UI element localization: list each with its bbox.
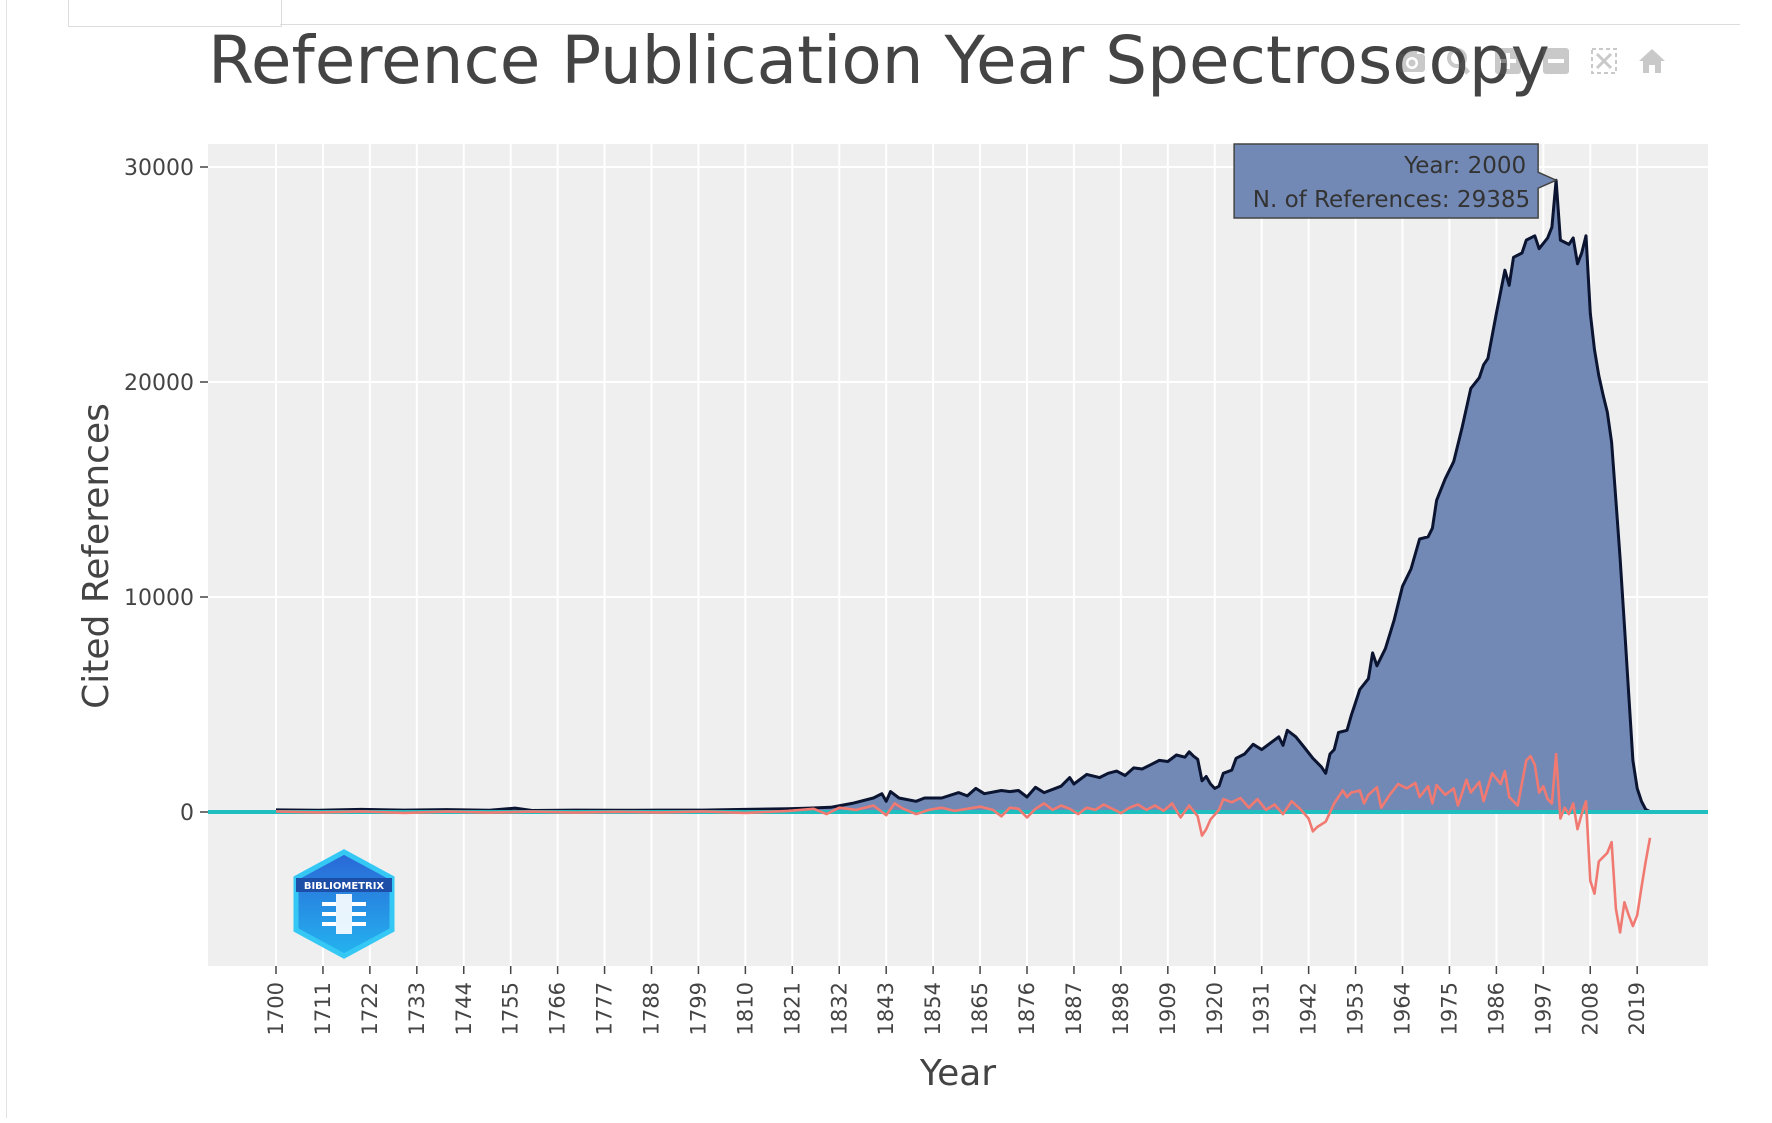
x-tick-label: 1876 (1015, 982, 1039, 1035)
y-axis-ticks: 0 10000 20000 30000 (124, 156, 208, 826)
zoom-icon[interactable] (1443, 44, 1477, 78)
x-tick-label: 1898 (1109, 982, 1133, 1035)
x-tick-label: 1942 (1297, 982, 1321, 1035)
zoom-in-icon[interactable] (1491, 44, 1525, 78)
x-tick-label: 1766 (546, 982, 570, 1035)
chart-modebar (1395, 44, 1669, 78)
logo-text: BIBLIOMETRIX (304, 881, 385, 892)
x-tick-label: 1909 (1156, 982, 1180, 1035)
tooltip-references: N. of References: 29385 (1253, 187, 1530, 213)
x-tick-label: 1700 (264, 982, 288, 1035)
y-tick-label: 10000 (124, 586, 194, 611)
x-tick-label: 1964 (1391, 982, 1415, 1035)
x-tick-label: 1744 (452, 982, 476, 1035)
x-tick-label: 1799 (686, 982, 710, 1035)
panel-left-border (6, 0, 7, 1118)
cited-references-line[interactable] (275, 178, 1651, 813)
autoscale-icon[interactable] (1587, 44, 1621, 78)
home-icon[interactable] (1635, 44, 1669, 78)
x-tick-label: 1931 (1250, 982, 1274, 1035)
bibliometrix-logo: BIBLIOMETRIX (292, 848, 396, 965)
x-tick-label: 1843 (874, 982, 898, 1035)
x-tick-label: 1722 (358, 982, 382, 1035)
tooltip-box (1233, 143, 1558, 219)
y-tick-label: 30000 (124, 156, 194, 181)
x-tick-label: 1810 (733, 982, 757, 1035)
x-tick-label: 1887 (1062, 982, 1086, 1035)
x-tick-label: 1755 (499, 982, 523, 1035)
x-tick-label: 1865 (968, 982, 992, 1035)
y-axis-label: Cited References (76, 403, 117, 709)
page-title: Reference Publication Year Spectroscopy (208, 22, 1550, 99)
x-tick-label: 1986 (1484, 982, 1508, 1035)
y-tick-label: 20000 (124, 371, 194, 396)
deviation-line[interactable] (275, 752, 1652, 934)
camera-icon[interactable] (1395, 44, 1429, 78)
x-tick-label: 1997 (1531, 982, 1555, 1035)
tab-bar-divider (280, 24, 1740, 25)
x-tick-label: 1733 (405, 982, 429, 1035)
x-tick-label: 2019 (1625, 982, 1649, 1035)
x-tick-label: 1920 (1203, 982, 1227, 1035)
tooltip-year: Year: 2000 (1403, 153, 1526, 179)
x-tick-label: 2008 (1578, 982, 1602, 1035)
tab-active[interactable] (68, 0, 282, 27)
x-tick-label: 1832 (827, 982, 851, 1035)
x-tick-label: 1975 (1437, 982, 1461, 1035)
x-axis-label: Year (919, 1053, 996, 1094)
x-axis-ticks: 1700 1711 1722 1733 1744 1755 1766 1777 1788 1799… (264, 966, 1649, 1035)
x-tick-label: 1711 (311, 982, 335, 1035)
hover-tooltip: Year: 2000 N. of References: 29385 (1233, 143, 1558, 219)
x-tick-label: 1788 (640, 982, 664, 1035)
y-tick-label: 0 (180, 801, 194, 826)
x-tick-label: 1953 (1344, 982, 1368, 1035)
x-tick-label: 1777 (593, 982, 617, 1035)
zoom-out-icon[interactable] (1539, 44, 1573, 78)
tab-bar (0, 0, 1740, 30)
x-tick-label: 1854 (921, 982, 945, 1035)
cited-references-area[interactable] (276, 180, 1650, 812)
x-tick-label: 1821 (780, 982, 804, 1035)
